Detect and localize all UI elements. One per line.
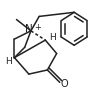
Text: N: N: [25, 24, 33, 34]
Text: O: O: [60, 79, 68, 89]
Text: +: +: [34, 23, 41, 32]
Text: H: H: [5, 57, 12, 66]
Text: H: H: [49, 33, 56, 42]
